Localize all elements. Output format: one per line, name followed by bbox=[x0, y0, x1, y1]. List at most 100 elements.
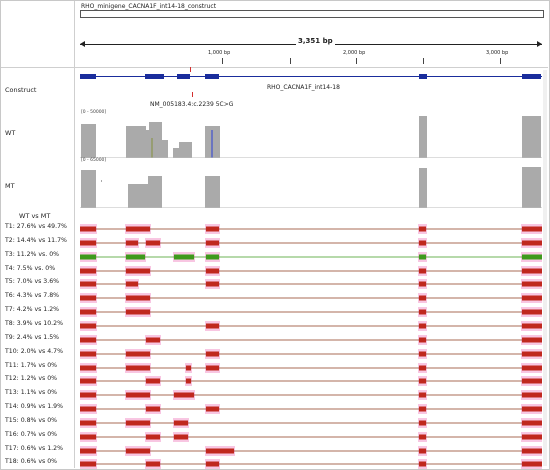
isoform-track[interactable] bbox=[80, 320, 542, 331]
isoform-exon bbox=[80, 226, 96, 232]
ruler-tick bbox=[423, 58, 424, 64]
isoform-exon bbox=[146, 434, 160, 440]
isoform-track[interactable] bbox=[80, 376, 542, 387]
isoform-label: T14: 0.9% vs 1.9% bbox=[5, 403, 63, 411]
isoform-exon bbox=[80, 351, 96, 357]
ideogram-bar[interactable] bbox=[80, 10, 544, 18]
isoform-exon bbox=[126, 365, 150, 370]
isoform-exon bbox=[522, 392, 542, 398]
isoform-track[interactable] bbox=[80, 431, 542, 442]
tick-label-1000: 1,000 bp bbox=[208, 50, 231, 56]
isoform-exon bbox=[80, 365, 96, 370]
gene-exon[interactable] bbox=[419, 74, 427, 79]
variant-marker[interactable] bbox=[190, 67, 191, 72]
span-arrow-right-icon bbox=[537, 41, 542, 47]
isoform-exon bbox=[206, 268, 219, 274]
isoform-exon bbox=[126, 309, 150, 315]
isoform-exon bbox=[419, 392, 426, 398]
comparison-label: WT vs MT bbox=[19, 212, 51, 220]
isoform-exon bbox=[174, 254, 194, 260]
isoform-exon bbox=[522, 254, 542, 260]
name-panel-header bbox=[1, 1, 75, 67]
isoform-exon bbox=[419, 323, 426, 329]
gene-exon[interactable] bbox=[522, 74, 541, 79]
isoform-exon bbox=[126, 420, 150, 426]
variant-label: NM_005183.4:c.2239 5C>G bbox=[150, 101, 234, 108]
track-label-mt: MT bbox=[5, 182, 15, 190]
isoform-track[interactable] bbox=[80, 334, 542, 345]
isoform-exon bbox=[206, 461, 219, 467]
isoform-exon bbox=[80, 240, 96, 246]
isoform-label: T16: 0.7% vs 0% bbox=[5, 430, 58, 438]
isoform-exon bbox=[419, 448, 426, 454]
isoform-track[interactable] bbox=[80, 224, 542, 234]
track-label-wt: WT bbox=[5, 129, 16, 137]
isoform-track[interactable] bbox=[80, 459, 542, 470]
isoform-exon bbox=[146, 406, 160, 412]
isoform-exon bbox=[80, 281, 96, 287]
isoform-exon bbox=[522, 281, 542, 287]
gene-exon[interactable] bbox=[145, 74, 164, 79]
variant-marker[interactable] bbox=[192, 92, 193, 97]
isoform-label: T5: 7.0% vs 3.6% bbox=[5, 278, 60, 286]
isoform-exon bbox=[126, 295, 150, 301]
vertical-scrollbar[interactable] bbox=[543, 70, 547, 466]
isoform-exon bbox=[174, 420, 188, 426]
isoform-exon bbox=[146, 378, 160, 384]
tick-label-3000: 3,000 bp bbox=[486, 50, 509, 56]
isoform-track[interactable] bbox=[80, 445, 542, 456]
isoform-label: T15: 0.8% vs 0% bbox=[5, 416, 58, 424]
isoform-exon bbox=[522, 268, 542, 274]
isoform-track[interactable] bbox=[80, 390, 542, 401]
track-label-construct: Construct bbox=[5, 86, 37, 94]
isoform-exon bbox=[126, 254, 145, 260]
isoform-track[interactable] bbox=[80, 265, 542, 276]
isoform-track[interactable] bbox=[80, 348, 542, 359]
isoform-exon bbox=[80, 448, 96, 454]
isoform-label: T18: 0.6% vs 0% bbox=[5, 458, 58, 466]
isoform-track[interactable] bbox=[80, 237, 542, 248]
isoform-track[interactable] bbox=[80, 293, 542, 304]
isoform-exon bbox=[80, 323, 96, 329]
isoform-exon bbox=[80, 309, 96, 315]
isoform-exon bbox=[522, 295, 542, 301]
isoform-exon bbox=[126, 226, 150, 232]
isoform-exon bbox=[522, 309, 542, 315]
isoform-label: T7: 4.2% vs 1.2% bbox=[5, 306, 60, 314]
isoform-exon bbox=[80, 461, 96, 467]
isoform-track[interactable] bbox=[80, 417, 542, 428]
isoform-label: T17: 0.6% vs 1.2% bbox=[5, 444, 63, 452]
isoform-exon bbox=[522, 337, 542, 343]
gene-exon[interactable] bbox=[205, 74, 219, 79]
isoform-exon bbox=[80, 420, 96, 426]
isoform-exon bbox=[206, 351, 219, 357]
isoform-exon bbox=[126, 268, 150, 274]
isoform-exon bbox=[206, 240, 219, 246]
ruler-tick bbox=[222, 58, 223, 64]
isoform-exon bbox=[522, 351, 542, 357]
isoform-track[interactable] bbox=[80, 279, 542, 290]
wt-coverage-track[interactable] bbox=[80, 116, 542, 158]
isoform-label: T13: 1.1% vs 0% bbox=[5, 389, 58, 397]
divider bbox=[1, 67, 548, 68]
divider bbox=[74, 67, 75, 468]
isoform-exon bbox=[419, 406, 426, 412]
gene-exon[interactable] bbox=[177, 74, 190, 79]
isoform-exon bbox=[186, 365, 191, 370]
mt-coverage-track[interactable] bbox=[80, 164, 542, 208]
isoform-exon bbox=[522, 461, 542, 467]
isoform-exon bbox=[126, 281, 138, 287]
isoform-track[interactable] bbox=[80, 251, 542, 262]
isoform-track[interactable] bbox=[80, 362, 542, 373]
isoform-exon bbox=[146, 337, 160, 343]
isoform-track[interactable] bbox=[80, 404, 542, 415]
isoform-exon bbox=[206, 406, 219, 412]
isoform-exon bbox=[206, 254, 219, 260]
isoform-label: T3: 11.2% vs. 0% bbox=[5, 250, 60, 258]
isoform-exon bbox=[419, 461, 426, 467]
isoform-exon bbox=[419, 434, 426, 440]
ruler-tick bbox=[290, 58, 291, 64]
isoform-track[interactable] bbox=[80, 307, 542, 318]
gene-exon[interactable] bbox=[80, 74, 96, 79]
isoform-exon bbox=[80, 295, 96, 301]
